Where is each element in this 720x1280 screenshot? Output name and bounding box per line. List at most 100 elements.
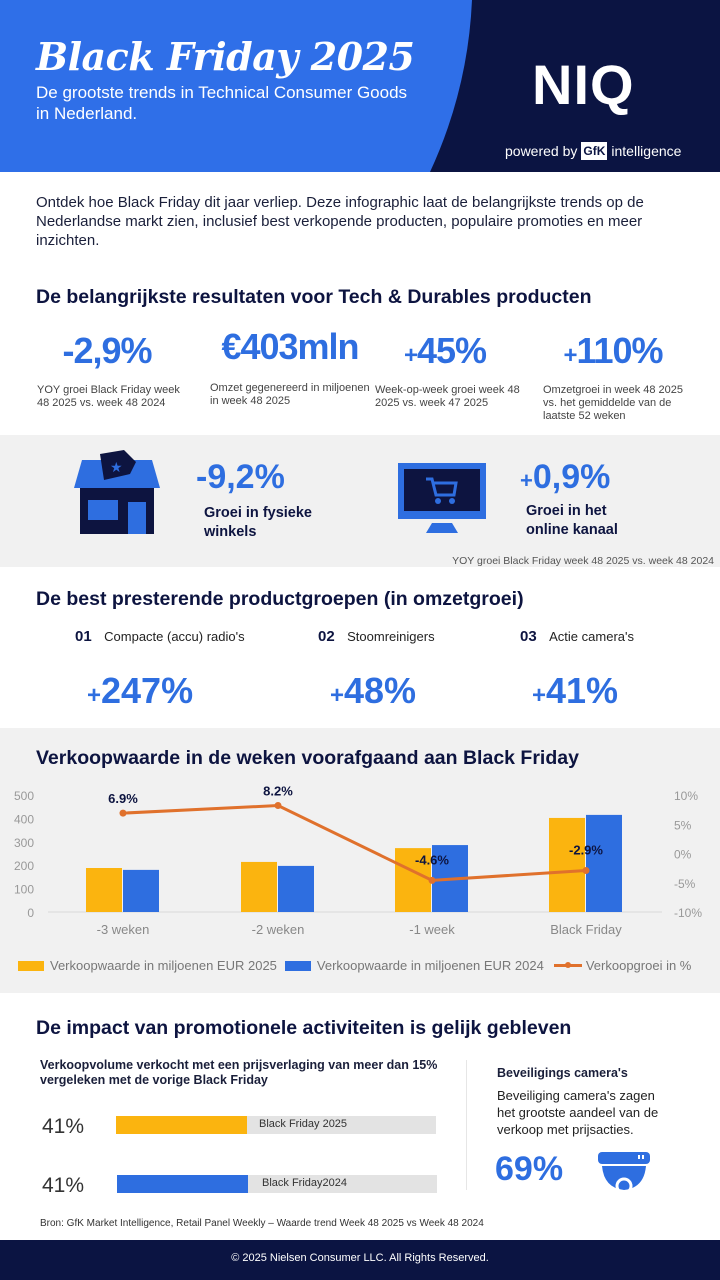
bar-label: Black Friday 2025: [259, 1118, 348, 1130]
online-sign: +: [520, 468, 533, 493]
product-groups-heading: De best presterende productgroepen (in o…: [36, 588, 524, 610]
product-rank: 01: [75, 628, 92, 645]
physical-growth-value: -9,2%: [196, 458, 285, 496]
bar-2024: [586, 814, 622, 912]
online-growth-label: Groei in het online kanaal: [526, 503, 618, 538]
monitor-cart-icon: [398, 463, 486, 533]
y-right-tick: 0%: [674, 848, 692, 862]
bar-2024: [278, 865, 314, 912]
divider: [466, 1060, 467, 1190]
kpi-week-growth: +45% Week-op-week groei week 48 2025 vs.…: [370, 330, 520, 410]
bar-value-2024: 41%: [42, 1174, 85, 1197]
bar-2024: [123, 869, 159, 912]
growth-point: [274, 802, 282, 810]
header-banner: Black Friday 2025 De grootste trends in …: [0, 0, 720, 172]
promo-bar-fill-2025: [116, 1116, 248, 1134]
camera-title: Beveiligings camera's: [497, 1066, 628, 1080]
product-name: Compacte (accu) radio's: [104, 629, 245, 644]
camera-value: 69%: [495, 1150, 564, 1188]
chart-legend: Verkoopwaarde in miljoenen EUR 2025 Verk…: [18, 958, 691, 973]
kpi-value: €403mln: [221, 326, 359, 367]
results-heading: De belangrijkste resultaten voor Tech & …: [36, 286, 592, 308]
kpi-label: Omzet gegenereerd in miljoenen in week 4…: [210, 382, 370, 407]
y-left-tick: 200: [14, 859, 34, 873]
product-value: 247%: [101, 670, 194, 711]
legend-label: Verkoopgroei in %: [585, 958, 692, 973]
x-tick: -3 weken: [97, 922, 150, 937]
x-tick: -2 weken: [252, 922, 305, 937]
growth-line: [122, 804, 587, 882]
legend-swatch-2024: [284, 960, 311, 971]
growth-point: [119, 809, 127, 817]
physical-growth-label: Groei in fysieke winkels: [204, 505, 312, 540]
growth-label: 6.9%: [108, 791, 138, 806]
intelligence-text: intelligence: [611, 143, 682, 159]
kpi-avg-growth: +110% Omzetgroei in week 48 2025 vs. het…: [538, 330, 688, 423]
legend-label: Verkoopwaarde in miljoenen EUR 2024: [316, 958, 544, 973]
online-growth-value: +0,9%: [520, 458, 610, 497]
page-subtitle: De grootste trends in Technical Consumer…: [36, 83, 408, 123]
product-group-1: 01 Compacte (accu) radio's: [75, 628, 245, 646]
product-sign: +: [330, 682, 345, 709]
product-sign: +: [532, 682, 547, 709]
sales-chart: 0 100 200 300 400 500 -10% -5% 0% 5% 10% -3 weken -2…: [14, 784, 702, 937]
x-tick: Black Friday: [550, 922, 622, 937]
header-background: [0, 0, 720, 172]
growth-label: -4.6%: [415, 852, 449, 867]
kpi-value: -2,9%: [62, 330, 152, 371]
product-rank: 03: [520, 628, 537, 645]
growth-point: [582, 866, 590, 874]
y-right-tick: -5%: [674, 877, 696, 891]
source-note: Bron: GfK Market Intelligence, Retail Pa…: [40, 1218, 484, 1229]
product-sign: +: [87, 682, 102, 709]
kpi-label: YOY groei Black Friday week 48 2025 vs. …: [37, 384, 180, 409]
camera-text: Beveiliging camera's zagen het grootste …: [497, 1088, 659, 1137]
product-name: Stoomreinigers: [347, 629, 435, 644]
promotions-subheading: Verkoopvolume verkocht met een prijsverl…: [40, 1058, 438, 1087]
kpi-sign: +: [403, 342, 418, 369]
product-growth: +247%: [87, 670, 193, 712]
y-right-tick: -10%: [674, 906, 702, 920]
kpi-label: Week-op-week groei week 48 2025 vs. week…: [375, 384, 520, 409]
bar-2025: [241, 861, 277, 912]
growth-point: [428, 876, 436, 884]
product-group-2: 02 Stoomreinigers: [318, 628, 435, 646]
bar-2025: [395, 848, 431, 912]
intro-text: Ontdek hoe Black Friday dit jaar verliep…: [36, 194, 644, 249]
bar-value-2025: 41%: [42, 1115, 85, 1138]
y-left-tick: 300: [14, 836, 34, 850]
gfk-logo: GfK: [581, 142, 608, 160]
promotions-heading: De impact van promotionele activiteiten …: [36, 1017, 572, 1039]
online-value: 0,9%: [532, 458, 611, 496]
powered-by: powered by GfK intelligence: [505, 142, 681, 160]
svg-text:★: ★: [110, 459, 123, 475]
promo-bar-2024: Black Friday2024: [117, 1175, 437, 1193]
y-left-tick: 400: [14, 812, 34, 826]
page-title: Black Friday 2025: [36, 34, 415, 79]
product-name: Actie camera's: [549, 629, 634, 644]
product-growth: +41%: [532, 670, 618, 712]
legend-swatch-growth: [553, 962, 582, 968]
product-group-3: 03 Actie camera's: [520, 628, 634, 646]
growth-label: -2.9%: [569, 842, 603, 857]
bar-label: Black Friday2024: [262, 1177, 347, 1189]
kpi-yoy: -2,9% YOY groei Black Friday week 48 202…: [32, 330, 182, 410]
legend-label: Verkoopwaarde in miljoenen EUR 2025: [50, 958, 277, 973]
kpi-value: 45%: [416, 330, 487, 371]
promo-bar-fill-2024: [117, 1175, 249, 1193]
product-value: 41%: [546, 670, 619, 711]
legend-swatch-2025: [18, 960, 44, 971]
footer: © 2025 Nielsen Consumer LLC. All Rights …: [0, 1240, 720, 1280]
kpi-value: 110%: [576, 330, 663, 371]
chart-title: Verkoopwaarde in de weken voorafgaand aa…: [36, 747, 579, 769]
promo-bar-2025: Black Friday 2025: [116, 1116, 436, 1134]
y-right-tick: 5%: [674, 818, 692, 832]
y-right-tick: 10%: [674, 789, 698, 803]
x-tick: -1 week: [409, 922, 455, 937]
bar-2025: [86, 868, 122, 912]
store-icon: ★: [74, 450, 160, 534]
y-left-tick: 500: [14, 789, 34, 803]
kpi-sign: +: [563, 342, 577, 369]
channels-note: YOY groei Black Friday week 48 2025 vs. …: [452, 555, 714, 567]
y-left-tick: 0: [27, 906, 34, 920]
